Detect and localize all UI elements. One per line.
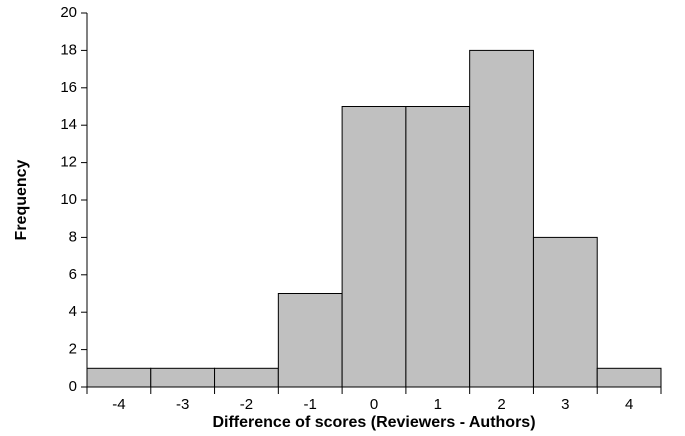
y-tick-label: 10 xyxy=(60,191,77,208)
x-tick-label: -4 xyxy=(112,396,125,413)
y-tick-label: 2 xyxy=(69,341,77,358)
x-tick-label: 3 xyxy=(561,396,569,413)
bar xyxy=(532,236,598,388)
y-tick-label: 16 xyxy=(60,79,77,96)
bar xyxy=(214,367,279,388)
y-tick-label: 8 xyxy=(69,228,77,245)
x-axis-title: Difference of scores (Reviewers - Author… xyxy=(212,414,535,431)
bar xyxy=(596,367,662,388)
x-tick-label: 0 xyxy=(370,396,378,413)
y-tick-label: 6 xyxy=(69,266,77,283)
y-axis-title: Frequency xyxy=(13,159,30,240)
y-tick-label: 4 xyxy=(69,303,77,320)
x-tick-label: -1 xyxy=(304,396,317,413)
y-tick-label: 18 xyxy=(60,41,77,58)
x-tick-label: 2 xyxy=(497,396,505,413)
bar xyxy=(405,106,471,388)
y-tick-label: 0 xyxy=(69,378,77,395)
bar xyxy=(277,293,343,388)
x-tick-label: 1 xyxy=(434,396,442,413)
y-tick-label: 14 xyxy=(60,116,77,133)
bar xyxy=(469,49,534,388)
x-tick-label: -2 xyxy=(240,396,253,413)
y-tick-label: 12 xyxy=(60,154,77,171)
x-tick-label: -3 xyxy=(176,396,189,413)
bar xyxy=(341,106,407,388)
y-tick-label: 20 xyxy=(60,4,77,21)
bar xyxy=(150,367,216,388)
bar xyxy=(86,367,152,388)
x-tick-label: 4 xyxy=(625,396,633,413)
